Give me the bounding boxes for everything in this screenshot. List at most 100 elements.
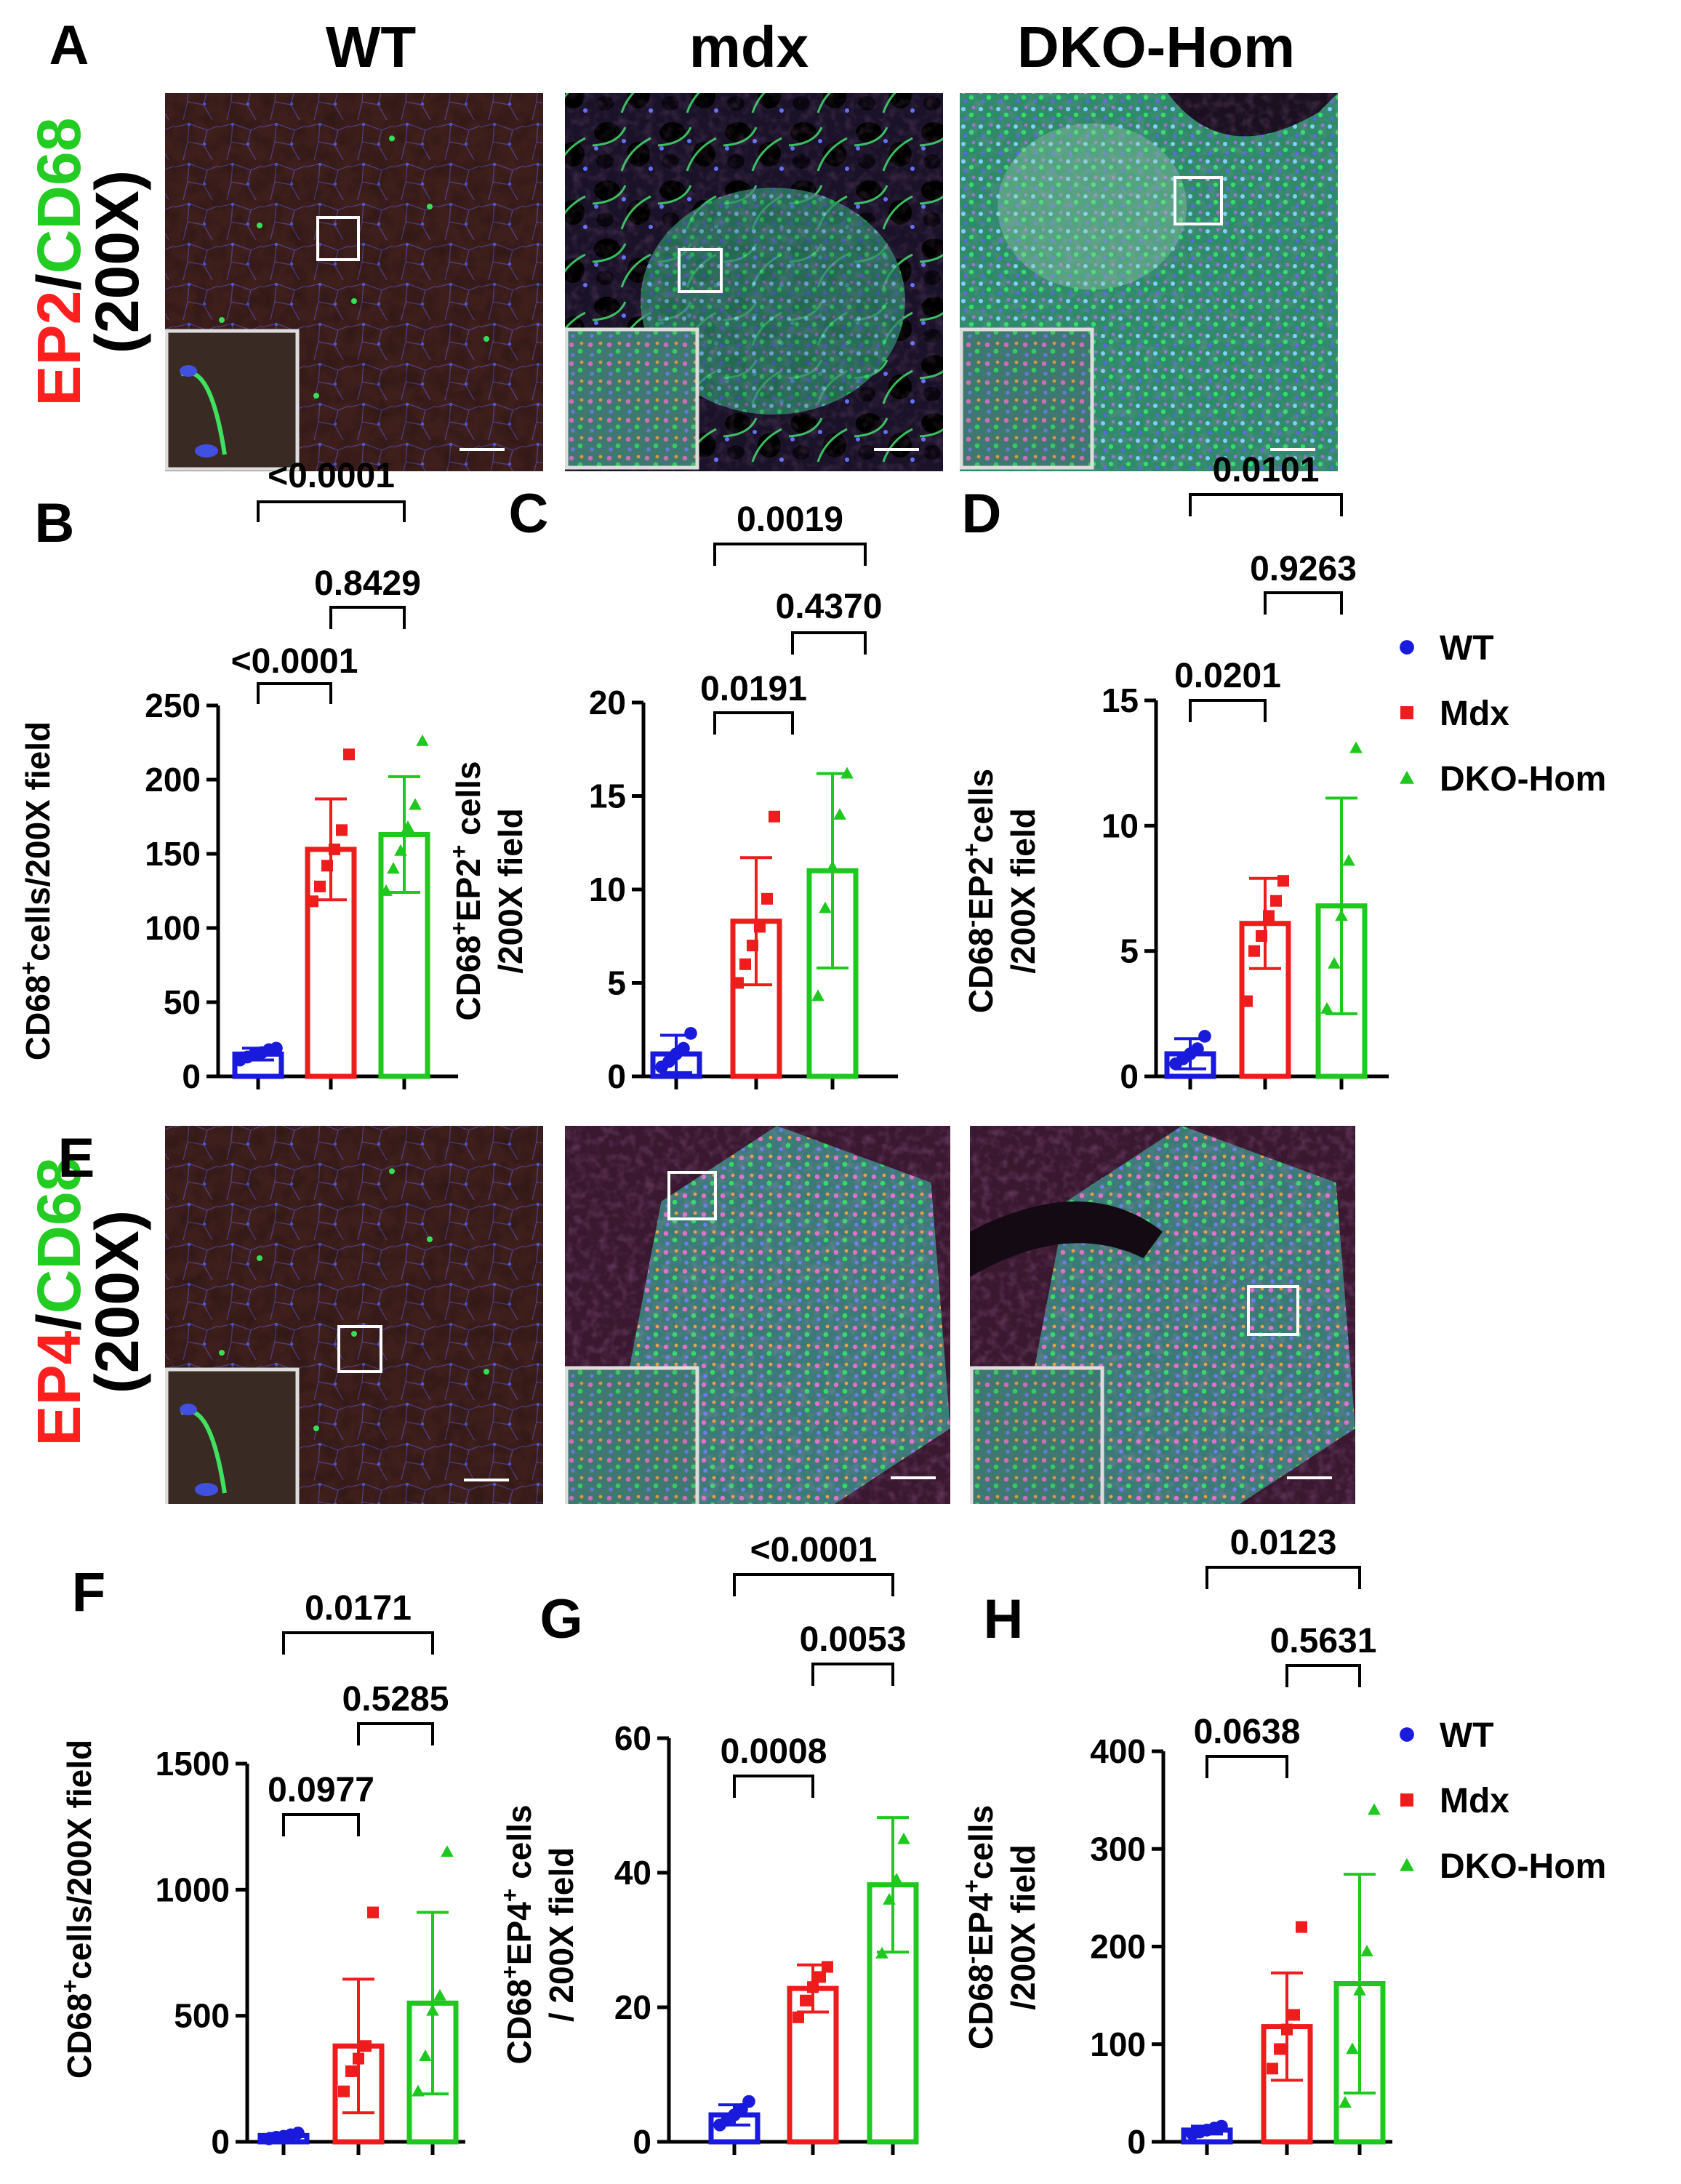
p-value-label: 0.0977 xyxy=(268,1771,374,1809)
y-axis-label-line1: CD68-EP4+cells xyxy=(958,1805,1000,2049)
panel-letter-h: H xyxy=(984,1588,1024,1650)
data-point xyxy=(1270,895,1282,907)
p-value-label: 0.0053 xyxy=(800,1620,907,1659)
micrograph-1 xyxy=(565,93,943,471)
significance-bracket xyxy=(733,1573,894,1596)
data-point xyxy=(761,892,773,905)
data-point xyxy=(336,824,348,836)
data-point xyxy=(1241,995,1253,1007)
data-point xyxy=(840,767,854,779)
column-header-dko: DKO-Hom xyxy=(1017,15,1295,79)
significance-bracket xyxy=(357,1722,434,1745)
y-tick-label: 400 xyxy=(1090,1732,1146,1770)
micrograph-0 xyxy=(165,93,543,471)
y-axis-label-line2: /200X field xyxy=(492,808,529,974)
micrograph-inset xyxy=(960,327,1094,470)
y-axis-label-line2: /200X field xyxy=(1004,1844,1042,2010)
data-point xyxy=(807,1981,819,1993)
chart-d: D 0 5 10 15 0.0201 0.9263 0.0101 CD68-EP2+cells/… xyxy=(958,451,1389,1095)
micrograph-inset xyxy=(165,1367,300,1504)
data-point xyxy=(416,734,429,746)
y-tick-label: 0 xyxy=(607,1057,626,1095)
p-value-label: 0.4370 xyxy=(776,588,883,626)
data-point xyxy=(1274,2043,1285,2055)
micrograph-inset xyxy=(970,1366,1104,1504)
y-tick-label: 20 xyxy=(614,1988,651,2026)
significance-bracket xyxy=(257,500,406,522)
y-tick-label: 100 xyxy=(1090,2025,1146,2063)
y-tick-label: 50 xyxy=(164,983,201,1021)
y-tick-label: 0 xyxy=(633,2123,651,2161)
legend-label-mdx: Mdx xyxy=(1440,695,1509,733)
legend-label-wt: WT xyxy=(1440,1716,1494,1755)
y-tick-label: 60 xyxy=(614,1719,651,1757)
significance-bracket xyxy=(1205,1566,1361,1589)
zoom-box xyxy=(667,1171,717,1220)
p-value-label: 0.5285 xyxy=(342,1680,449,1719)
panel-letter-a: A xyxy=(49,15,89,76)
y-tick-label: 10 xyxy=(589,871,626,908)
y-tick-label: 150 xyxy=(145,835,201,873)
y-axis-label-line1: CD68-EP2+cells xyxy=(958,769,1000,1013)
p-value-label: 0.0191 xyxy=(700,670,807,708)
row-magnification-label: (200X) xyxy=(83,1210,151,1393)
legend-label-dko-hom: DKO-Hom xyxy=(1440,760,1606,799)
y-tick-label: 5 xyxy=(1120,932,1139,970)
panel-letter-e: E xyxy=(58,1127,95,1189)
y-tick-label: 5 xyxy=(607,964,626,1002)
y-axis-label-line2: / 200X field xyxy=(542,1847,580,2022)
significance-bracket xyxy=(282,1813,360,1836)
p-value-label: <0.0001 xyxy=(750,1531,878,1569)
significance-bracket xyxy=(1205,1755,1288,1778)
y-tick-label: 100 xyxy=(145,909,201,947)
data-point xyxy=(314,880,326,892)
data-point xyxy=(1191,1042,1204,1055)
p-value-label: 0.0008 xyxy=(721,1732,827,1771)
data-point xyxy=(814,1971,826,1983)
data-point xyxy=(1256,929,1267,942)
data-point xyxy=(1335,909,1348,921)
data-point xyxy=(353,2052,364,2065)
significance-bracket xyxy=(811,1663,894,1686)
chart-h: H 0 100 200 300 400 0.0638 0.5631 0.0123 CD68-EP4… xyxy=(958,1524,1392,2161)
y-axis-label-line1: CD68+EP2+ cells xyxy=(446,761,487,1020)
p-value-label: 0.0638 xyxy=(1194,1713,1301,1751)
data-point xyxy=(270,1041,283,1055)
legend-1: WT Mdx DKO-Hom xyxy=(1400,629,1606,799)
data-point xyxy=(1400,770,1414,784)
y-axis-label-line2: /200X field xyxy=(1004,808,1042,974)
data-point xyxy=(1320,1001,1333,1014)
y-tick-label: 1500 xyxy=(156,1745,230,1783)
data-point xyxy=(742,2095,755,2108)
data-point xyxy=(1263,910,1275,922)
data-point xyxy=(345,2065,357,2077)
data-point xyxy=(1400,640,1414,655)
y-tick-label: 40 xyxy=(614,1854,651,1892)
y-tick-label: 0 xyxy=(1120,1057,1139,1095)
chart-f: F 0 500 1000 1500 0.0977 0.5285 0.0171 CD68+cell… xyxy=(57,1561,465,2161)
y-axis-label-line1: CD68+EP4+ cells xyxy=(497,1804,538,2064)
row-stain-label: EP2/CD68 xyxy=(25,118,93,407)
data-point xyxy=(684,1027,697,1040)
y-tick-label: 0 xyxy=(211,2123,230,2161)
data-point xyxy=(1296,1921,1307,1933)
y-axis-label: CD68+cells/200X field xyxy=(15,721,57,1060)
data-point xyxy=(883,1892,896,1905)
y-tick-label: 20 xyxy=(589,684,626,721)
significance-bracket xyxy=(282,1631,434,1655)
data-point xyxy=(800,1994,811,2007)
y-tick-label: 200 xyxy=(145,761,201,799)
data-point xyxy=(875,1946,888,1959)
data-point xyxy=(1353,1983,1366,1996)
data-point xyxy=(1277,875,1289,887)
panel-letter-f: F xyxy=(72,1561,105,1623)
zoom-box xyxy=(1174,176,1223,225)
y-tick-label: 250 xyxy=(145,687,201,724)
data-point xyxy=(769,810,780,823)
significance-bracket xyxy=(257,682,332,704)
y-tick-label: 15 xyxy=(1102,681,1139,719)
data-point xyxy=(819,901,832,913)
p-value-label: 0.0201 xyxy=(1174,657,1281,695)
column-header-wt: WT xyxy=(326,15,417,79)
